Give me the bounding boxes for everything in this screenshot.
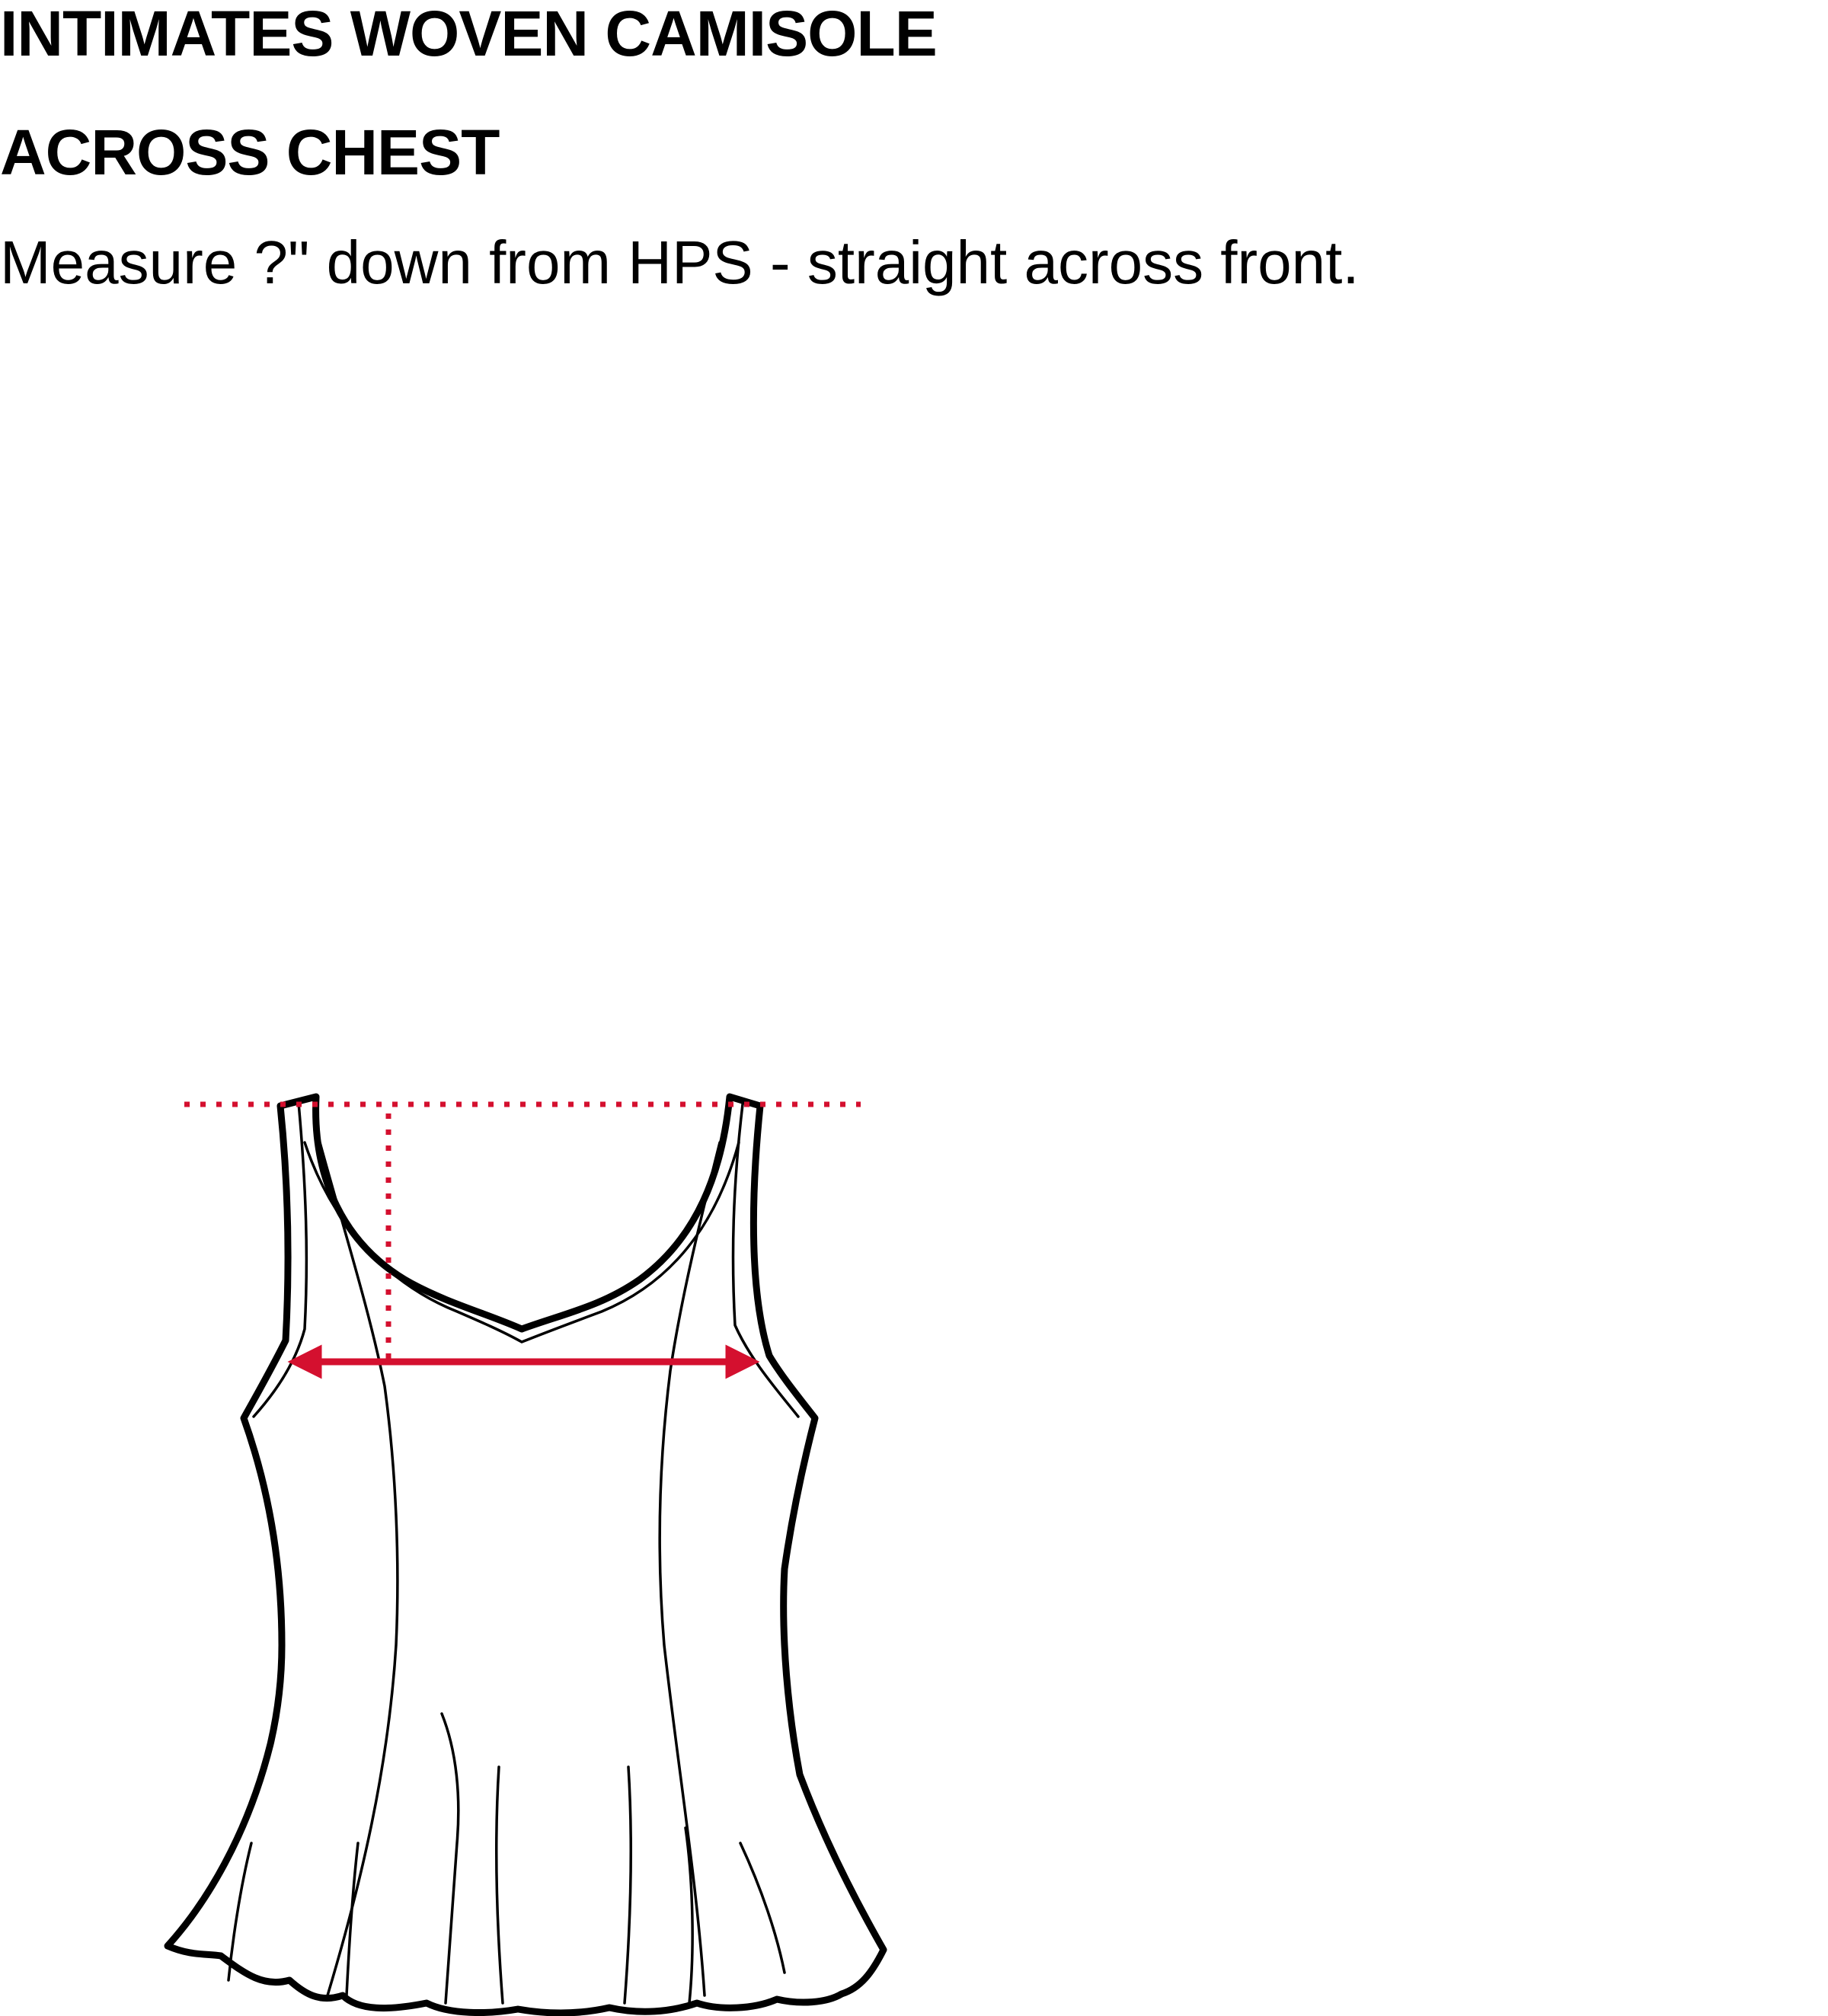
center-fold-right	[623, 1765, 633, 2005]
left-cup-seam	[318, 1141, 399, 1997]
measurement-markings	[184, 1101, 861, 1379]
right-cup-seam	[658, 1141, 721, 1997]
page-title: INTIMATES WOVEN CAMISOLE	[0, 0, 938, 69]
right-flare-fold	[684, 1826, 694, 2005]
neckline-inner-line	[303, 1141, 740, 1343]
center-fold-left	[440, 1712, 460, 2005]
right-strap-inner-line	[731, 1103, 800, 1418]
measurement-instruction: Measure ?" down from HPS - straight acro…	[0, 228, 1360, 296]
left-inner-flare-fold	[345, 1842, 360, 1997]
measurement-name: ACROSS CHEST	[0, 117, 500, 188]
left-strap-inner-line	[252, 1101, 308, 1418]
binding-stitching	[227, 1101, 800, 2005]
center-fold-mid	[494, 1765, 504, 2005]
right-outer-flare-fold	[739, 1842, 786, 1974]
camisole-outline	[164, 1093, 887, 2016]
camisole-body-outline	[164, 1093, 887, 2016]
left-flare-fold	[227, 1842, 253, 1982]
